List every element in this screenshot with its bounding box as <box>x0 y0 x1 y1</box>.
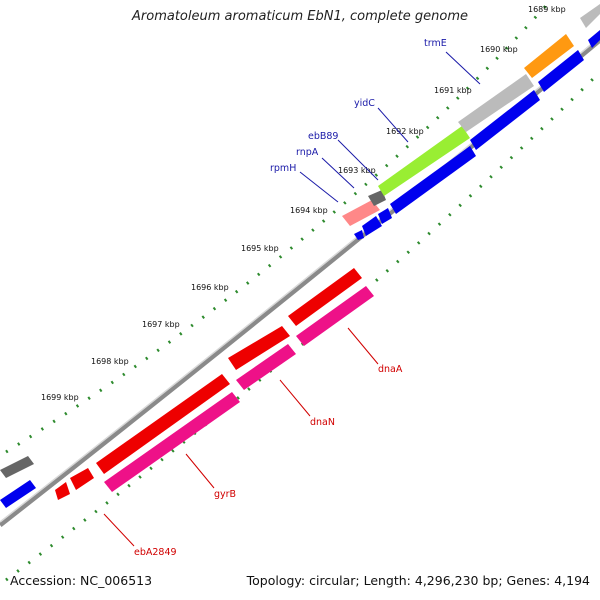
gene-block-dark-gray-left[interactable] <box>0 456 34 478</box>
gene-label-rpmH[interactable]: rpmH <box>270 163 296 174</box>
tick-label-1692: 1692 kbp <box>386 127 424 136</box>
leader-rnpA <box>321 157 355 189</box>
gene-block-blue-trmE[interactable] <box>470 90 540 150</box>
gene-block-blue-small-2[interactable] <box>362 216 382 236</box>
gene-block-blue-right[interactable] <box>538 50 584 92</box>
leader-gyrB <box>185 453 215 489</box>
leader-trmE <box>445 51 481 85</box>
tick-labels: 1689 kbp 1690 kbp 1691 kbp 1692 kbp 1693… <box>41 5 566 402</box>
leader-rpmH <box>299 171 339 203</box>
gene-label-dnaN[interactable]: dnaN <box>310 417 335 428</box>
leader-yidC <box>377 107 409 143</box>
tick-label-1698: 1698 kbp <box>91 357 129 366</box>
gene-block-red-gyrB[interactable] <box>96 374 230 474</box>
forward-features <box>0 4 600 500</box>
gene-labels: trmE yidC ebB89 rnpA rpmH dnaA dnaN gyrB… <box>134 38 447 558</box>
gene-block-blue-left[interactable] <box>0 480 36 508</box>
gene-label-ebB89[interactable]: ebB89 <box>308 131 338 142</box>
leader-dnaN <box>279 379 311 417</box>
tick-label-1691: 1691 kbp <box>434 86 472 95</box>
leader-ebB89 <box>337 139 379 181</box>
gene-block-gray-right[interactable] <box>580 4 600 28</box>
gene-block-red-dnaA[interactable] <box>288 268 362 326</box>
gene-label-trmE[interactable]: trmE <box>424 38 447 49</box>
gene-block-blue-small-3[interactable] <box>378 208 392 224</box>
gene-block-salmon[interactable] <box>342 200 380 226</box>
leader-lines <box>103 51 481 547</box>
accession-text: Accession: NC_006513 <box>10 573 153 588</box>
tick-label-1696: 1696 kbp <box>191 283 229 292</box>
tick-label-1689: 1689 kbp <box>528 5 566 14</box>
gene-block-pink-dnaN[interactable] <box>236 344 296 390</box>
gene-block-red-ebA2849[interactable] <box>70 468 94 490</box>
tick-label-1695: 1695 kbp <box>241 244 279 253</box>
gene-label-rnpA[interactable]: rnpA <box>296 147 319 158</box>
reverse-features <box>0 30 600 508</box>
gene-block-gray-trmE[interactable] <box>458 74 534 132</box>
leader-dnaA <box>347 327 379 365</box>
tick-label-1697: 1697 kbp <box>142 320 180 329</box>
map-title: Aromatoleum aromaticum EbN1, complete ge… <box>132 9 468 24</box>
genome-stats-text: Topology: circular; Length: 4,296,230 bp… <box>246 573 590 588</box>
gene-block-pink-gyrB[interactable] <box>104 392 240 492</box>
gene-block-orange[interactable] <box>524 34 574 78</box>
gene-block-green-yidC[interactable] <box>378 126 470 196</box>
tick-label-1694: 1694 kbp <box>290 206 328 215</box>
gene-block-red-dnaN[interactable] <box>228 326 290 370</box>
gene-block-blue-small-1[interactable] <box>354 230 364 240</box>
leader-ebA2849 <box>103 513 135 547</box>
gene-label-yidC[interactable]: yidC <box>354 98 375 109</box>
gene-label-ebA2849[interactable]: ebA2849 <box>134 547 177 558</box>
gene-label-dnaA[interactable]: dnaA <box>378 364 403 375</box>
tick-label-1690: 1690 kbp <box>480 45 518 54</box>
gene-block-gray-rnpA[interactable] <box>368 190 386 206</box>
gene-block-pink-dnaA[interactable] <box>296 286 374 346</box>
gene-block-blue-yidC[interactable] <box>390 146 476 214</box>
gene-block-blue-edge[interactable] <box>588 30 600 48</box>
tick-label-1693: 1693 kbp <box>338 166 376 175</box>
gene-label-gyrB[interactable]: gyrB <box>214 489 236 500</box>
tick-label-1699: 1699 kbp <box>41 393 79 402</box>
gene-block-red-small[interactable] <box>55 482 70 500</box>
